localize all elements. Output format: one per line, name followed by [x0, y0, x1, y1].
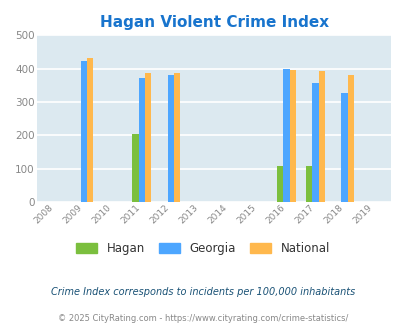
Bar: [80, 61, 87, 202]
Bar: [341, 93, 347, 202]
Bar: [132, 134, 138, 202]
Bar: [318, 71, 324, 202]
Text: © 2025 CityRating.com - https://www.cityrating.com/crime-statistics/: © 2025 CityRating.com - https://www.city…: [58, 314, 347, 323]
Bar: [87, 58, 93, 202]
Bar: [312, 83, 318, 202]
Bar: [347, 75, 353, 202]
Bar: [173, 73, 180, 202]
Title: Hagan Violent Crime Index: Hagan Violent Crime Index: [99, 15, 328, 30]
Bar: [145, 73, 151, 202]
Bar: [289, 70, 296, 202]
Bar: [167, 75, 173, 202]
Bar: [138, 78, 145, 202]
Bar: [277, 166, 283, 202]
Text: Crime Index corresponds to incidents per 100,000 inhabitants: Crime Index corresponds to incidents per…: [51, 287, 354, 297]
Bar: [305, 166, 312, 202]
Legend: Hagan, Georgia, National: Hagan, Georgia, National: [71, 237, 334, 260]
Bar: [283, 69, 289, 202]
